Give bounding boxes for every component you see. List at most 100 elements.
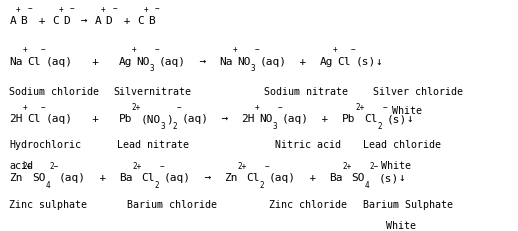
Text: Cl: Cl — [337, 57, 351, 67]
Text: +: + — [117, 16, 137, 26]
Text: 4: 4 — [45, 181, 50, 190]
Text: 2−: 2− — [369, 162, 379, 171]
Text: +: + — [32, 16, 52, 26]
Text: C: C — [52, 16, 59, 26]
Text: Hydrochloric: Hydrochloric — [9, 140, 81, 150]
Text: Na: Na — [9, 57, 23, 67]
Text: Sodium chloride: Sodium chloride — [9, 87, 99, 97]
Text: Ba: Ba — [119, 173, 133, 183]
Text: D: D — [63, 16, 70, 26]
Text: −: − — [154, 45, 159, 54]
Text: C: C — [137, 16, 143, 26]
Text: +: + — [232, 45, 237, 54]
Text: 3: 3 — [250, 64, 255, 73]
Text: +: + — [143, 5, 148, 14]
Text: Silver chloride: Silver chloride — [373, 87, 463, 97]
Text: B: B — [21, 16, 27, 26]
Text: 2H: 2H — [241, 114, 255, 125]
Text: acid: acid — [9, 161, 33, 171]
Text: D: D — [106, 16, 112, 26]
Text: ↓: ↓ — [375, 57, 382, 67]
Text: Lead chloride: Lead chloride — [363, 140, 441, 150]
Text: −: − — [351, 45, 355, 54]
Text: White: White — [381, 161, 411, 171]
Text: Sodium nitrate: Sodium nitrate — [264, 87, 348, 97]
Text: 2H: 2H — [9, 114, 23, 125]
Text: 2: 2 — [378, 122, 382, 131]
Text: Ba: Ba — [329, 173, 342, 183]
Text: −: − — [40, 103, 45, 112]
Text: (aq): (aq) — [159, 57, 186, 67]
Text: SO: SO — [351, 173, 365, 183]
Text: Zinc chloride: Zinc chloride — [269, 200, 348, 210]
Text: −: − — [264, 162, 269, 171]
Text: Cl: Cl — [364, 114, 378, 125]
Text: 2+: 2+ — [132, 162, 141, 171]
Text: (NO: (NO — [141, 114, 161, 125]
Text: NO: NO — [237, 57, 250, 67]
Text: (aq): (aq) — [260, 57, 286, 67]
Text: 3: 3 — [272, 122, 277, 131]
Text: Na: Na — [219, 57, 233, 67]
Text: (s): (s) — [387, 114, 407, 125]
Text: (aq): (aq) — [45, 114, 72, 125]
Text: A: A — [94, 16, 101, 26]
Text: 2: 2 — [155, 181, 160, 190]
Text: +: + — [23, 103, 27, 112]
Text: 2+: 2+ — [132, 103, 141, 112]
Text: Cl: Cl — [27, 57, 41, 67]
Text: A: A — [9, 16, 16, 26]
Text: 2+: 2+ — [342, 162, 352, 171]
Text: Nitric acid: Nitric acid — [275, 140, 340, 150]
Text: (s): (s) — [379, 173, 399, 183]
Text: 2+: 2+ — [355, 103, 364, 112]
Text: ): ) — [166, 114, 172, 125]
Text: Lead nitrate: Lead nitrate — [117, 140, 189, 150]
Text: Cl: Cl — [141, 173, 155, 183]
Text: 2+: 2+ — [23, 162, 32, 171]
Text: (aq): (aq) — [164, 173, 191, 183]
Text: Cl: Cl — [247, 173, 260, 183]
Text: −: − — [155, 5, 160, 14]
Text: +: + — [72, 57, 119, 67]
Text: →: → — [208, 114, 242, 125]
Text: NO: NO — [136, 57, 150, 67]
Text: +: + — [85, 173, 119, 183]
Text: 3: 3 — [150, 64, 154, 73]
Text: Pb: Pb — [119, 114, 132, 125]
Text: (aq): (aq) — [282, 114, 309, 125]
Text: White: White — [386, 221, 416, 231]
Text: (aq): (aq) — [181, 114, 208, 125]
Text: −: − — [112, 5, 117, 14]
Text: NO: NO — [260, 114, 273, 125]
Text: (aq): (aq) — [45, 57, 72, 67]
Text: (aq): (aq) — [269, 173, 296, 183]
Text: +: + — [309, 114, 342, 125]
Text: Pb: Pb — [342, 114, 355, 125]
Text: −: − — [40, 45, 45, 54]
Text: Ag: Ag — [319, 57, 333, 67]
Text: 2: 2 — [260, 181, 264, 190]
Text: −: − — [177, 103, 181, 112]
Text: (aq): (aq) — [59, 173, 86, 183]
Text: 3: 3 — [161, 122, 166, 131]
Text: Barium chloride: Barium chloride — [127, 200, 217, 210]
Text: Cl: Cl — [27, 114, 41, 125]
Text: →: → — [191, 173, 224, 183]
Text: B: B — [148, 16, 155, 26]
Text: Ag: Ag — [119, 57, 132, 67]
Text: Zn: Zn — [224, 173, 237, 183]
Text: +: + — [16, 5, 21, 14]
Text: →: → — [185, 57, 219, 67]
Text: 2+: 2+ — [237, 162, 247, 171]
Text: +: + — [296, 173, 329, 183]
Text: 2−: 2− — [50, 162, 59, 171]
Text: +: + — [286, 57, 320, 67]
Text: 2: 2 — [172, 122, 177, 131]
Text: −: − — [255, 45, 260, 54]
Text: SO: SO — [32, 173, 45, 183]
Text: ↓: ↓ — [407, 114, 413, 125]
Text: +: + — [255, 103, 260, 112]
Text: +: + — [333, 45, 337, 54]
Text: →: → — [74, 16, 95, 26]
